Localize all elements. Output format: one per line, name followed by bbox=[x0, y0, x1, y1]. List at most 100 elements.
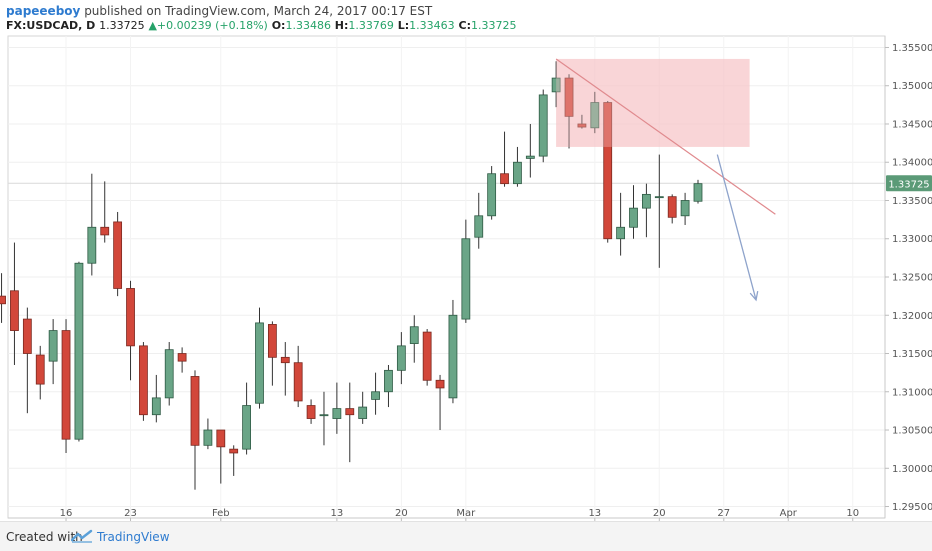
candle bbox=[525, 123, 535, 178]
candle bbox=[409, 315, 419, 363]
candle-body bbox=[513, 161, 522, 185]
symbol-label: FX:USDCAD, D bbox=[6, 19, 96, 32]
close-label: C: bbox=[458, 19, 471, 32]
candle bbox=[164, 342, 174, 406]
overlay-layer bbox=[555, 58, 776, 302]
candle bbox=[242, 382, 251, 455]
time-tick-label: Apr bbox=[780, 508, 798, 519]
candle-body bbox=[229, 448, 239, 454]
author-link[interactable]: papeeeboy bbox=[6, 4, 81, 18]
candle bbox=[487, 166, 497, 220]
time-axis[interactable]: 16 23 Feb 13 20 Mar 13 20 27 Apr 10 bbox=[8, 508, 885, 522]
candle bbox=[422, 329, 432, 386]
candle-body bbox=[255, 322, 264, 404]
chart-header: papeeeboy published on TradingView.com, … bbox=[0, 0, 932, 36]
candle bbox=[358, 391, 368, 424]
candle bbox=[474, 192, 484, 249]
projection-arrow-head-icon bbox=[749, 290, 759, 302]
candle bbox=[371, 372, 380, 415]
candle-body bbox=[280, 356, 290, 364]
price-tick-label: 1.30000 bbox=[892, 464, 932, 475]
candle-body bbox=[87, 226, 97, 264]
candle-body bbox=[409, 326, 419, 344]
candle bbox=[629, 185, 638, 239]
candle-body bbox=[590, 102, 600, 129]
candle bbox=[603, 101, 613, 243]
time-tick-label: 13 bbox=[331, 508, 344, 519]
candle-body bbox=[0, 295, 6, 305]
candle bbox=[61, 319, 71, 453]
candle-body bbox=[126, 288, 135, 347]
change-value: +0.00239 (+0.18%) bbox=[156, 19, 268, 32]
close-value: 1.33725 bbox=[471, 19, 517, 32]
candle-body bbox=[190, 376, 200, 446]
candle bbox=[22, 307, 32, 414]
candle-body bbox=[474, 215, 484, 238]
price-tick-label: 1.32000 bbox=[892, 311, 932, 322]
last-price: 1.33725 bbox=[99, 19, 145, 32]
published-text: published on TradingView.com, March 24, … bbox=[84, 4, 433, 18]
candle-body bbox=[680, 200, 690, 217]
high-value: 1.33769 bbox=[348, 19, 394, 32]
price-axis[interactable]: 1.35500 1.35000 1.34500 1.34000 1.33500 1.330… bbox=[884, 36, 932, 518]
candle bbox=[151, 374, 161, 423]
candle-body bbox=[22, 318, 32, 354]
candle bbox=[0, 273, 6, 323]
candle bbox=[177, 347, 187, 373]
time-tick-label: 20 bbox=[653, 508, 666, 519]
price-tick-label: 1.32500 bbox=[892, 273, 932, 284]
candle bbox=[229, 445, 239, 476]
projection-arrow bbox=[716, 154, 757, 301]
tradingview-link[interactable]: TradingView bbox=[97, 530, 170, 544]
candle-body bbox=[113, 221, 123, 289]
candle-body bbox=[61, 330, 71, 440]
resistance-zone bbox=[556, 58, 750, 147]
ohlc-legend: FX:USDCAD, D 1.33725 ▲+0.00239 (+0.18%) … bbox=[6, 19, 517, 32]
candle bbox=[10, 242, 19, 365]
tradingview-logo-icon[interactable] bbox=[71, 529, 93, 543]
candle-body bbox=[319, 414, 329, 417]
candle bbox=[577, 114, 587, 129]
candle-body bbox=[48, 330, 58, 362]
candle bbox=[538, 89, 548, 163]
candle-body bbox=[616, 226, 626, 240]
price-tick-label: 1.35500 bbox=[892, 43, 932, 54]
candle-body bbox=[345, 408, 355, 416]
candle-body bbox=[577, 123, 587, 128]
candle bbox=[384, 364, 393, 408]
candle bbox=[267, 321, 277, 386]
footer: Created with TradingView bbox=[0, 521, 932, 551]
time-tick-label: 27 bbox=[717, 508, 730, 519]
price-tick-label: 1.30500 bbox=[892, 426, 932, 437]
candle bbox=[448, 299, 458, 404]
candle bbox=[345, 382, 355, 463]
candle bbox=[203, 418, 213, 450]
time-tick-label: 10 bbox=[846, 508, 859, 519]
candle bbox=[139, 342, 148, 421]
candle bbox=[293, 345, 303, 408]
candle-body bbox=[538, 94, 548, 157]
publish-info: papeeeboy published on TradingView.com, … bbox=[6, 4, 432, 18]
candlestick-chart[interactable]: 1.35500 1.35000 1.34500 1.34000 1.33500 1.330… bbox=[0, 0, 932, 522]
high-label: H: bbox=[334, 19, 349, 32]
candle-body bbox=[422, 331, 432, 381]
price-tick-label: 1.34500 bbox=[892, 119, 932, 130]
candle-body bbox=[461, 238, 471, 320]
candle-body bbox=[525, 155, 535, 159]
price-tick-label: 1.31500 bbox=[892, 349, 932, 360]
candle bbox=[435, 374, 445, 431]
candle-body bbox=[10, 290, 19, 331]
candle-body bbox=[151, 397, 161, 416]
candle bbox=[280, 342, 290, 396]
low-label: L: bbox=[397, 19, 410, 32]
candle bbox=[48, 319, 58, 385]
candle bbox=[100, 181, 110, 243]
candle bbox=[35, 345, 45, 400]
candle bbox=[616, 192, 626, 256]
annotation-layer bbox=[556, 58, 750, 147]
candle-body bbox=[384, 369, 393, 393]
candle-body bbox=[216, 429, 226, 448]
candle-body bbox=[306, 405, 316, 419]
price-tick-label: 1.33000 bbox=[892, 234, 932, 245]
candle-body bbox=[667, 196, 677, 218]
